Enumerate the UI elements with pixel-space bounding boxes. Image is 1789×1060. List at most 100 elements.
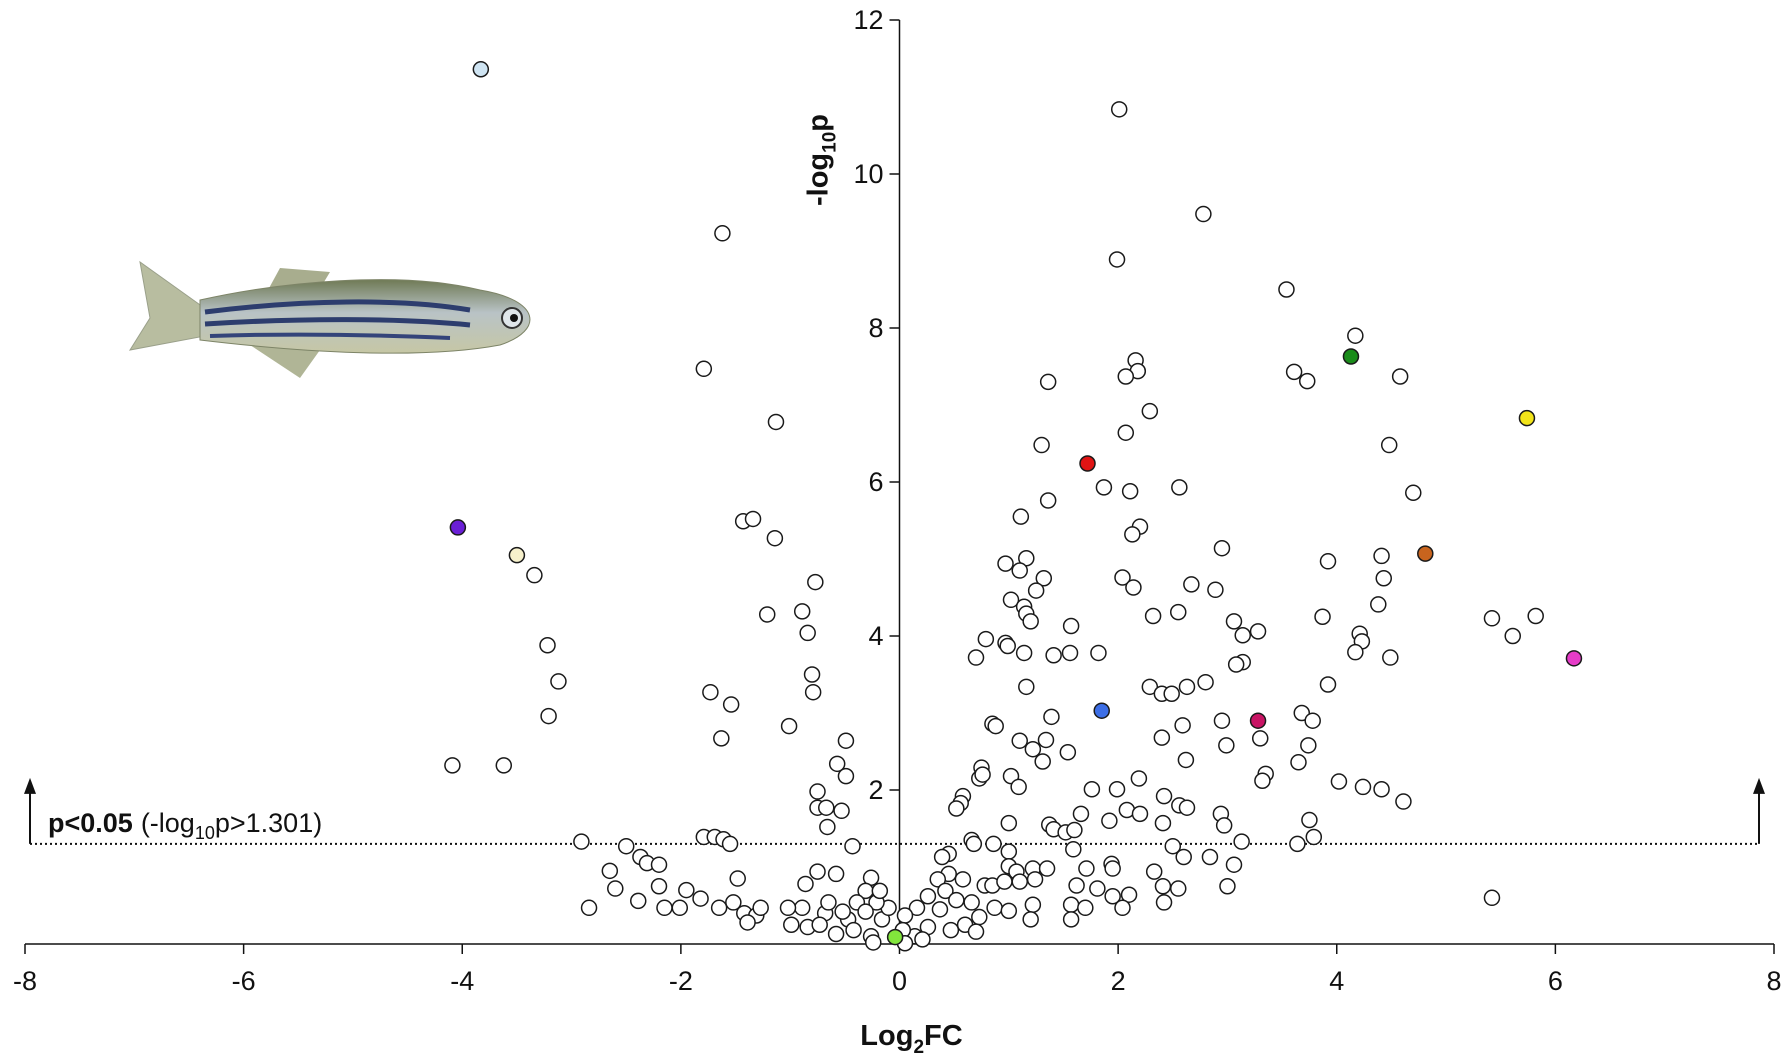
data-point [1045,647,1062,664]
threshold-annotation: p<0.05 (-log10p>1.301) [48,808,322,843]
data-point [573,833,590,850]
data-point [1131,805,1149,823]
data-point [871,882,889,900]
data-point [1347,327,1364,344]
data-point [1011,562,1028,579]
data-point [1059,744,1077,761]
data-point [1038,860,1056,877]
data-point [1062,911,1080,928]
data-point [1034,753,1051,770]
y-tick-label: 8 [868,313,883,343]
data-point [1095,479,1113,496]
data-point [1373,547,1390,565]
x-tick-label: -8 [13,966,37,996]
data-point [744,510,762,528]
data-point [948,891,965,909]
data-point [472,61,490,78]
data-point [721,835,739,853]
data-point [997,555,1014,572]
data-point [1155,894,1173,911]
data-point [725,894,742,911]
y-axis-title: -log10p [803,114,841,206]
data-point [1225,856,1243,873]
x-tick-label: 8 [1766,966,1781,996]
data-point [1026,871,1044,888]
note-part: (-log [141,808,195,838]
data-point [678,881,695,899]
data-point [1062,617,1080,635]
data-point [937,882,954,900]
x-tick-label: 6 [1548,966,1563,996]
data-point [1164,837,1182,855]
data-point [845,921,862,939]
threshold-arrowhead [24,777,36,794]
x-tick-label: -4 [450,966,474,996]
data-point [837,732,855,749]
data-point [948,800,965,817]
data-point [809,863,826,880]
data-point [1022,613,1039,630]
note-sub: 10 [195,823,215,843]
data-point [1033,436,1050,454]
data-point [1079,455,1096,472]
y-tick-label: 12 [853,5,883,35]
data-point [1178,799,1196,816]
data-point [1124,526,1141,543]
data-point [919,888,937,905]
data-point [1018,678,1035,696]
data-point [1093,702,1110,719]
data-point [827,925,845,943]
data-point [1130,770,1148,787]
data-point [1298,372,1316,390]
data-point [1227,656,1245,673]
data-point [508,546,526,564]
data-point [1065,841,1082,858]
data-point [1174,717,1191,734]
data-point [1342,348,1360,365]
data-point [550,673,567,690]
data-point [1163,685,1180,702]
data-point [1125,579,1142,596]
data-point [1213,539,1231,557]
data-point [1022,911,1039,928]
data-point [1218,737,1235,754]
data-point [1068,877,1085,894]
data-point [1155,787,1173,805]
data-point [1110,101,1128,118]
data-point [963,894,980,911]
y-tick-label: 4 [868,621,883,651]
data-point [1289,835,1306,853]
data-point [617,837,635,855]
data-point [828,755,846,773]
data-point [1015,644,1033,662]
data-point [1043,708,1060,726]
data-point [1114,569,1131,586]
data-point [1354,778,1372,796]
data-point [1314,608,1331,625]
points [444,61,1583,952]
y-title-sub: 10 [820,132,841,153]
data-point [1035,570,1053,587]
data-point [1207,581,1224,599]
data-point [1027,582,1045,599]
data-point [837,767,855,785]
data-point [1121,482,1139,500]
data-point [834,903,851,920]
x-title-sub: 2 [913,1037,924,1058]
data-point [931,901,949,918]
data-point [1108,780,1126,798]
data-point [752,899,769,917]
axes: -8 -6 -4 -2 0 2 4 6 8 2 4 6 8 10 12 [13,5,1782,996]
data-point [803,666,821,683]
data-point [929,871,947,888]
data-point [804,683,822,701]
data-point [526,566,543,584]
note-part: p>1.301) [215,808,322,838]
data-point [1171,479,1188,496]
data-point [908,899,926,917]
data-point [1037,731,1055,749]
y-tick-label: 10 [853,159,883,189]
data-point [986,899,1003,917]
data-point [1117,368,1135,385]
